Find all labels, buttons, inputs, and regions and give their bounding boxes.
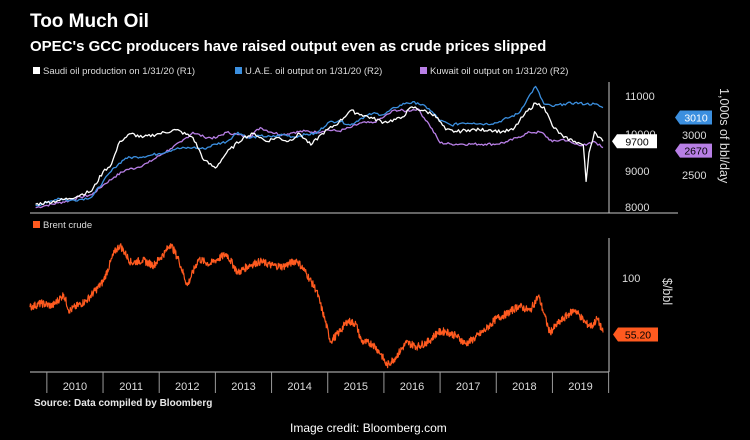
- legend-label-brent: Brent crude: [43, 220, 92, 231]
- x-tick-label: 2019: [568, 381, 592, 393]
- x-tick-label: 2011: [119, 381, 143, 393]
- top-panel-series: [35, 85, 604, 209]
- y-tick-label: 100: [622, 273, 640, 285]
- y-right-tick-label: 2500: [682, 170, 706, 182]
- y-left-tick-label: 11000: [625, 91, 655, 103]
- kuwait-last-value-badge-shape: [675, 143, 712, 158]
- saudi-last-value-badge: 9700: [612, 134, 657, 149]
- uae-output-line: [35, 85, 604, 207]
- legend-label-uae: U.A.E. oil output on 1/31/20 (R2): [245, 66, 382, 77]
- x-tick-label: 2016: [400, 381, 424, 393]
- top-y-axis-title: 1,000s of bbl/day: [717, 88, 731, 184]
- legend-swatch-uae: [235, 67, 242, 74]
- uae-last-value-badge-text: 3010: [684, 113, 708, 125]
- legend-bottom: Brent crude: [33, 220, 92, 231]
- chart-subtitle: OPEC's GCC producers have raised output …: [30, 38, 546, 55]
- brent-last-value-badge-text: 55.20: [625, 330, 651, 342]
- chart-title: Too Much Oil: [30, 11, 149, 32]
- x-tick-label: 2010: [63, 381, 87, 393]
- top-panel-ticks: 11000 10000 9000 8000 3000 2500: [625, 91, 706, 214]
- legend-top: Saudi oil production on 1/31/20 (R1) U.A…: [33, 66, 568, 77]
- source-note: Source: Data compiled by Bloomberg: [34, 398, 212, 409]
- x-tick-label: 2013: [231, 381, 255, 393]
- uae-last-value-badge-shape: [675, 110, 712, 125]
- saudi-production-line: [35, 102, 604, 206]
- x-tick-label: 2015: [344, 381, 368, 393]
- legend-swatch-brent: [33, 221, 40, 228]
- x-axis-ticks: 2010 2011 2012 2013 2014 2015 2016 2017 2018 2019: [46, 372, 610, 393]
- uae-last-value-badge: 3010: [675, 110, 712, 125]
- kuwait-last-value-badge-text: 2670: [684, 146, 708, 158]
- x-tick-label: 2014: [287, 381, 311, 393]
- legend-label-kuwait: Kuwait oil output on 1/31/20 (R2): [430, 66, 568, 77]
- y-left-tick-label: 9000: [625, 166, 649, 178]
- bottom-panel-series: [29, 243, 604, 369]
- legend-swatch-kuwait: [420, 67, 427, 74]
- bottom-y-axis-title: $/bbl: [660, 278, 674, 305]
- x-tick-label: 2017: [456, 381, 480, 393]
- brent-crude-line: [29, 243, 604, 369]
- brent-last-value-badge-shape: [613, 327, 658, 342]
- x-tick-label: 2018: [512, 381, 536, 393]
- y-left-tick-label: 8000: [625, 202, 649, 214]
- saudi-last-value-badge-text: 9700: [625, 136, 649, 148]
- brent-last-value-badge: 55.20: [613, 327, 658, 342]
- image-credit: Image credit: Bloomberg.com: [290, 421, 447, 435]
- legend-label-saudi: Saudi oil production on 1/31/20 (R1): [43, 66, 195, 77]
- last-value-badges: 9700 3010 2670 55.20: [612, 110, 712, 342]
- saudi-last-value-badge-shape: [612, 134, 657, 149]
- x-tick-label: 2012: [175, 381, 199, 393]
- kuwait-last-value-badge: 2670: [675, 143, 712, 158]
- legend-swatch-saudi: [33, 67, 40, 74]
- y-right-tick-label: 3000: [682, 130, 706, 142]
- kuwait-output-line: [35, 108, 604, 209]
